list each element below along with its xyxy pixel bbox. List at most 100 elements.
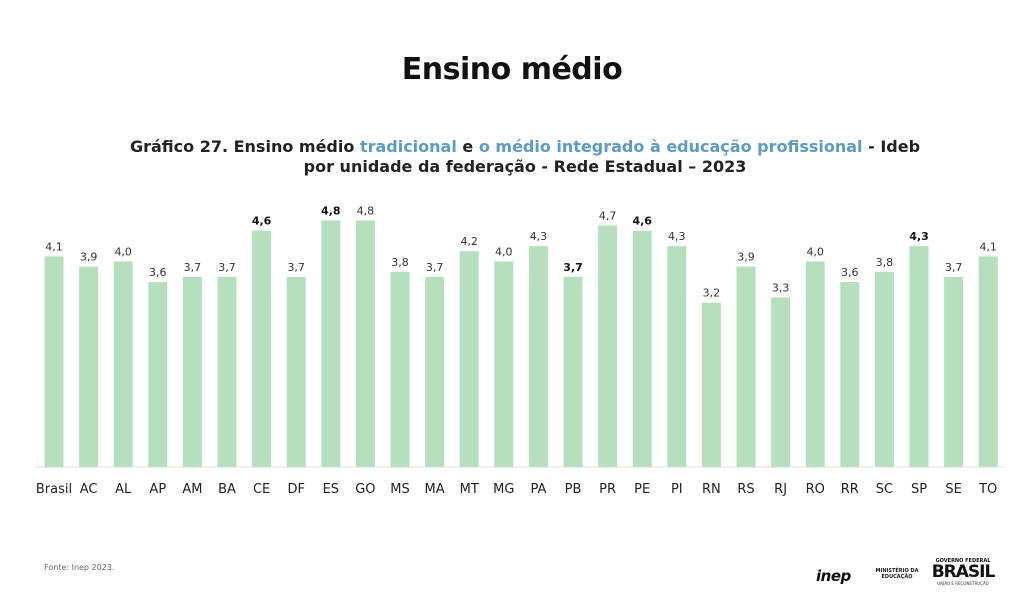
value-label-pe: 4,6 [632,215,652,228]
value-label-pr: 4,7 [599,210,617,223]
category-label-rj: RJ [774,482,787,497]
bar-pa [528,246,548,467]
bar-rr [840,282,860,467]
category-label-am: AM [182,482,202,497]
category-label-pi: PI [671,482,683,497]
bar-es [321,220,341,467]
value-label-se: 3,7 [945,261,963,274]
bar-se [944,276,964,467]
subtitle-part-2: e [456,137,479,156]
category-label-rs: RS [737,482,754,497]
category-label-df: DF [287,482,305,497]
bar-sp [909,246,929,467]
category-label-ba: BA [218,482,236,497]
subtitle-highlight-traditional: tradicional [359,137,457,156]
bar-ro [805,261,825,467]
value-label-rr: 3,6 [841,266,859,279]
bar-df [286,276,306,467]
value-label-ce: 4,6 [252,215,272,228]
category-label-ap: AP [149,482,166,497]
category-label-pe: PE [634,482,650,497]
category-label-se: SE [945,482,961,497]
value-label-pi: 4,3 [668,230,686,243]
category-label-brasil: Brasil [36,482,72,497]
source-note: Fonte: Inep 2023. [44,563,115,572]
value-label-sp: 4,3 [909,230,929,243]
category-label-ce: CE [253,482,270,497]
category-label-pb: PB [565,482,582,497]
bar-group: 4,1 Brasil 3,9 AC 4,0 AL 3,6 AP 3,7 AM 3,7 BA 4,6 CE 3… [36,204,998,497]
category-label-rr: RR [841,482,859,497]
bar-ce [252,230,272,467]
value-label-ms: 3,8 [391,256,409,269]
bar-am [182,276,202,467]
category-label-es: ES [323,482,339,497]
chart-subtitle: Gráfico 27. Ensino médio tradicional e o… [120,137,930,177]
value-label-pa: 4,3 [530,230,548,243]
bar-rs [736,266,756,467]
value-label-ac: 3,9 [80,251,98,264]
bar-ap [148,282,168,467]
bar-ma [425,276,445,467]
ministry-logo: MINISTÉRIO DA EDUCAÇÃO [875,568,919,580]
category-label-mt: MT [460,482,479,497]
category-label-al: AL [115,482,132,497]
category-label-ma: MA [425,482,445,497]
category-label-ac: AC [80,482,98,497]
category-label-pr: PR [599,482,616,497]
value-label-rs: 3,9 [737,251,755,264]
gov-bottom-text: UNIÃO E RECONSTRUÇÃO [937,581,989,586]
subtitle-highlight-integrated: o médio integrado à educação profissiona… [478,137,863,156]
bar-pb [563,276,583,467]
bar-rj [771,297,791,467]
value-label-am: 3,7 [184,261,202,274]
bar-al [113,261,133,467]
value-label-df: 3,7 [287,261,305,274]
gov-top-text: GOVERNO FEDERAL [935,558,991,564]
value-label-mg: 4,0 [495,246,513,259]
value-label-rj: 3,3 [772,282,790,295]
value-label-brasil: 4,1 [45,240,63,253]
value-label-to: 4,1 [979,240,997,253]
subtitle-part-1: Gráfico 27. Ensino médio [129,137,360,156]
government-logo: GOVERNO FEDERAL BRASIL UNIÃO E RECONSTRU… [930,558,996,586]
bar-pe [632,230,652,467]
value-label-pb: 3,7 [563,261,583,274]
value-label-al: 4,0 [114,246,132,259]
value-label-ro: 4,0 [806,246,824,259]
bar-mg [494,261,514,467]
value-label-ma: 3,7 [426,261,444,274]
bar-to [978,256,998,467]
value-label-ba: 3,7 [218,261,236,274]
category-label-pa: PA [530,482,546,497]
bar-brasil [44,256,64,467]
bar-ac [79,266,99,467]
category-label-ms: MS [390,482,409,497]
page-title: Ensino médio [401,52,623,87]
subtitle-part-3: - Ideb por unidade da federação - Rede E… [303,137,921,176]
value-label-es: 4,8 [321,204,341,217]
value-label-sc: 3,8 [876,256,894,269]
bar-pr [598,225,618,467]
value-label-mt: 4,2 [460,235,478,248]
value-label-ap: 3,6 [149,266,167,279]
category-label-rn: RN [702,482,721,497]
category-label-ro: RO [806,482,825,497]
gov-main-text: BRASIL [931,562,996,582]
bar-go [355,220,375,467]
category-label-mg: MG [493,482,514,497]
value-label-rn: 3,2 [703,287,721,300]
category-label-sp: SP [911,482,927,497]
bar-pi [667,246,687,467]
bar-mt [459,251,479,467]
bar-sc [874,271,894,467]
bar-ba [217,276,237,467]
inep-logo: inep [816,567,851,585]
category-label-go: GO [355,482,375,497]
value-label-go: 4,8 [357,204,375,217]
category-label-to: TO [978,482,997,497]
bar-ms [390,271,410,467]
bar-rn [701,302,721,467]
category-label-sc: SC [876,482,893,497]
